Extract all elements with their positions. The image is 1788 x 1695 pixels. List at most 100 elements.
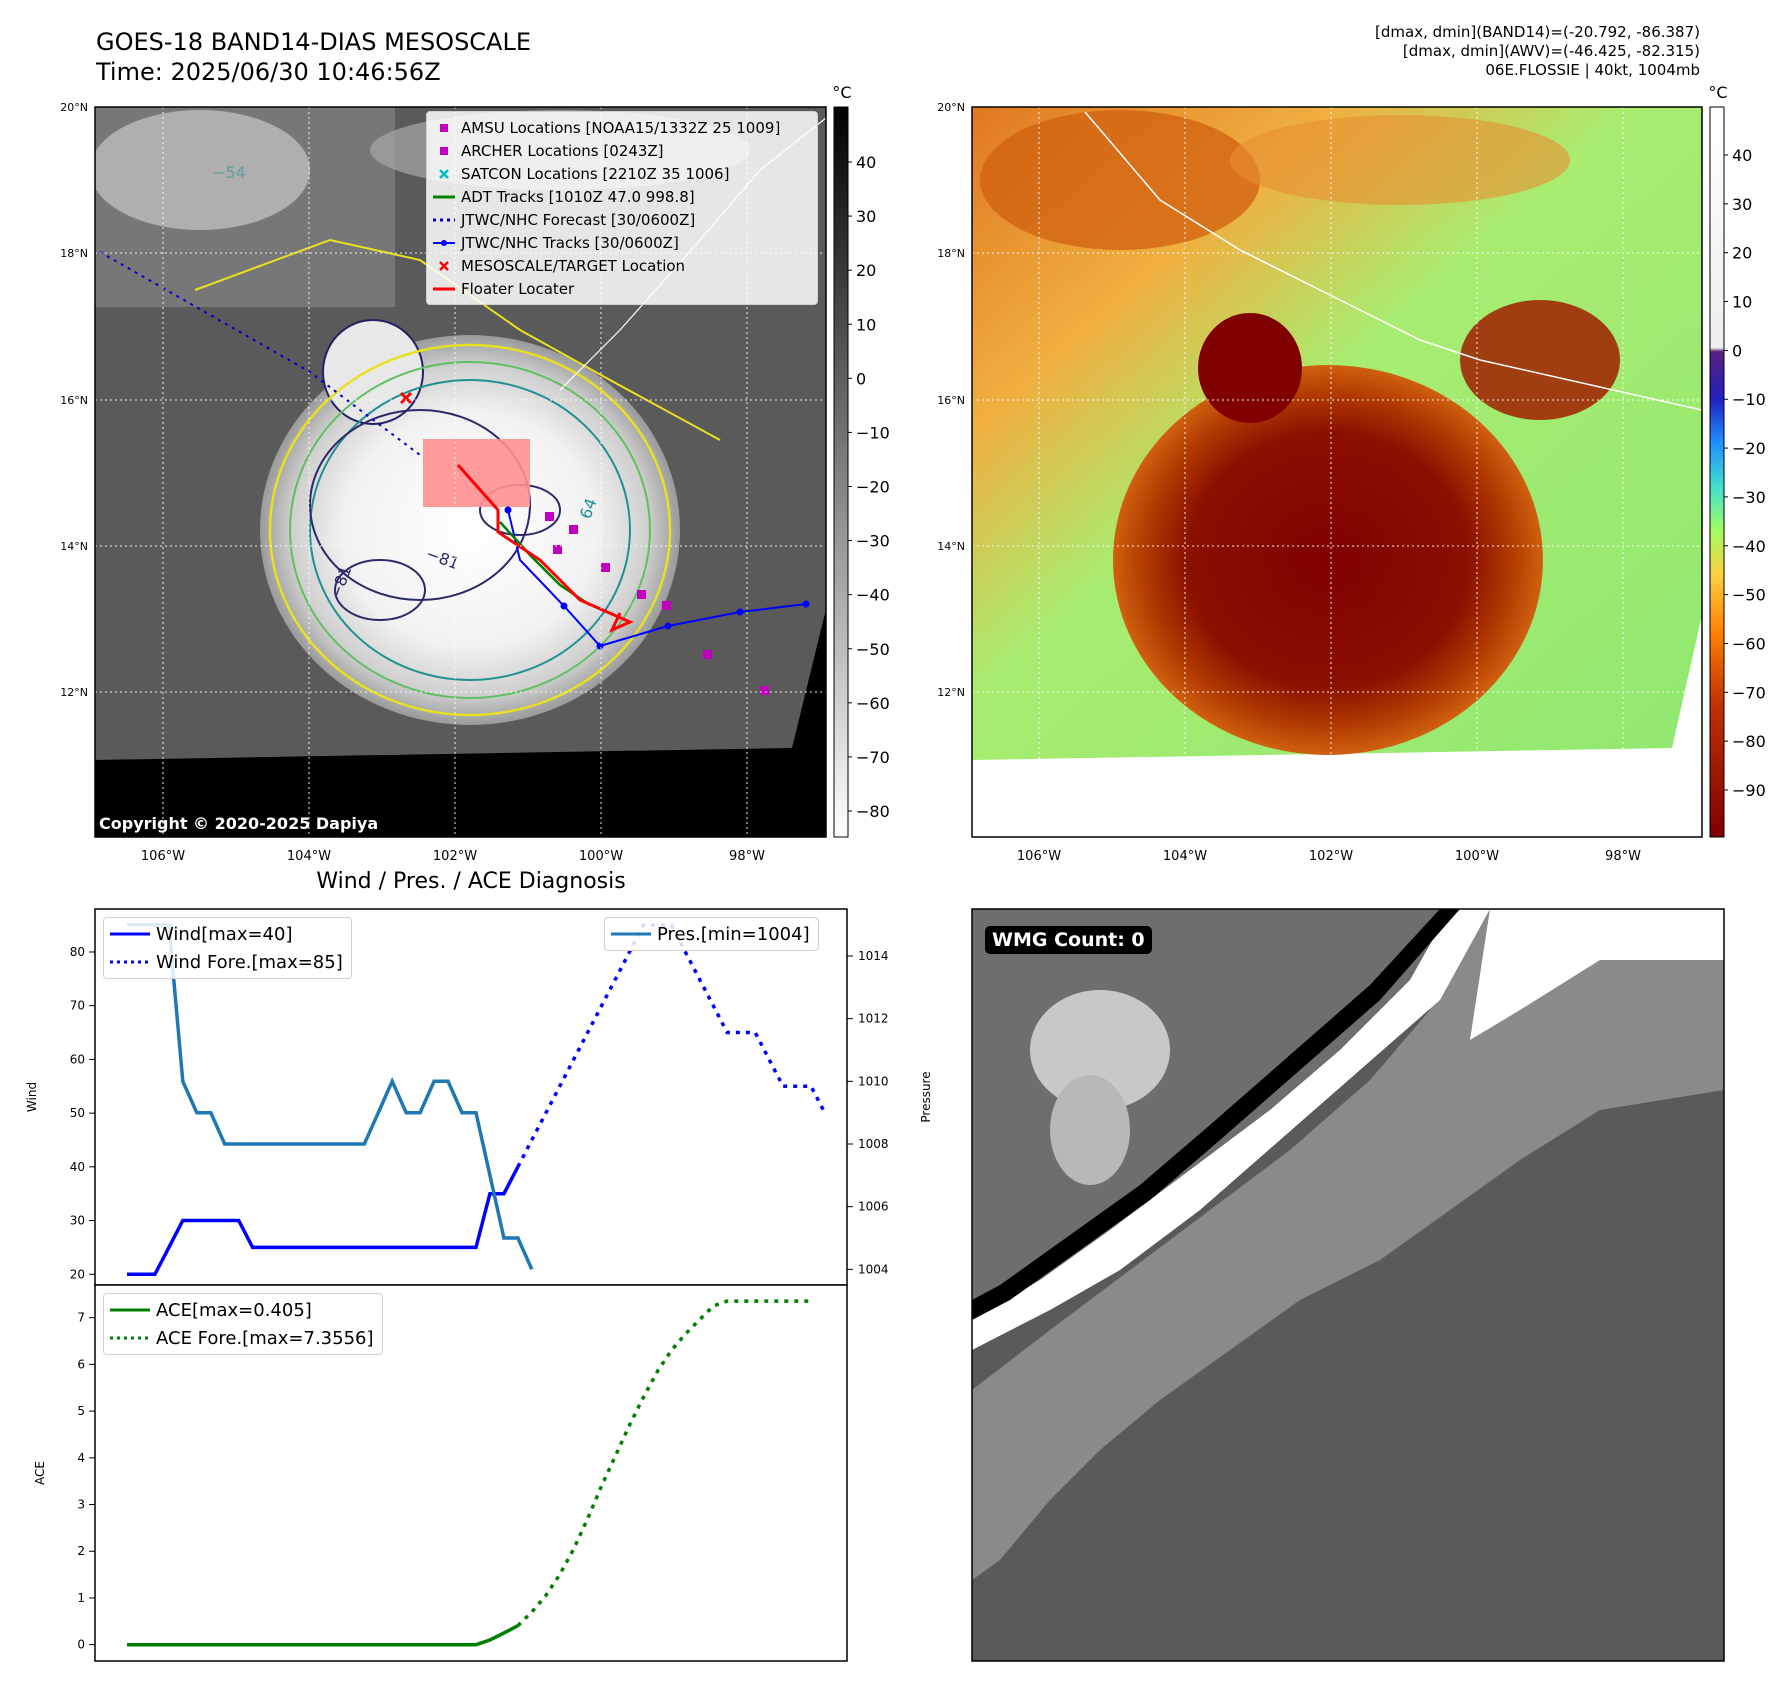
colorbar-awv-tick-label: −80	[1732, 732, 1766, 751]
awv-lat-label-18n: 18°N	[937, 247, 965, 260]
legend-label: JTWC/NHC Forecast [30/0600Z]	[461, 210, 696, 229]
legend-swatch	[433, 195, 455, 198]
lat-label-18n: 18°N	[60, 247, 88, 260]
figure-title-line1: GOES-18 BAND14-DIAS MESOSCALE	[96, 28, 532, 56]
lon-label-104w: 104°W	[287, 849, 331, 864]
map2-lon-labels: 106°W 104°W 102°W 100°W 98°W	[1017, 849, 1641, 864]
colorbar-gray-tick-label: −20	[856, 478, 890, 497]
colorbar-gray-tick-label: −30	[856, 532, 890, 551]
colorbar-awv-tick-label: −50	[1732, 586, 1766, 605]
legend-swatch	[439, 260, 449, 271]
awv-map-panel	[972, 107, 1702, 837]
forecast-track	[99, 251, 421, 456]
ace-ytick-label: 1	[77, 1591, 85, 1605]
pressure-ytick-label: 1006	[858, 1200, 889, 1214]
legend-item: MESOSCALE/TARGET Location	[427, 254, 817, 277]
contour-label-54: −54	[212, 163, 246, 182]
wind-ytick-label: 60	[70, 1052, 85, 1066]
colorbar-gray-ticks: 40 30 20 10 0 −10 −20 −30 −40 −50 −60 −70 −80	[848, 153, 890, 821]
legend-item: JTWC/NHC Tracks [30/0600Z]	[427, 231, 817, 254]
legend-item: JTWC/NHC Forecast [30/0600Z]	[427, 208, 817, 231]
legend-item: ACE Fore.[max=7.3556]	[104, 1324, 382, 1352]
awv-map-frame	[971, 106, 1703, 838]
pressure-ytick-label: 1010	[858, 1074, 889, 1088]
colorbar-awv-tick-label: −70	[1732, 683, 1766, 702]
chart-layer: 8070605040302010141012101010081006100476…	[25, 869, 933, 1652]
colorbar-awv-tick-label: −90	[1732, 781, 1766, 800]
wind-legend: Wind[max=40] Wind Fore.[max=85]	[103, 917, 352, 979]
copyright-banner: Copyright © 2020-2025 Dapiya	[99, 814, 379, 833]
ace-ytick-label: 3	[77, 1498, 85, 1512]
awv-lon-label-106w: 106°W	[1017, 849, 1061, 864]
ace-ytick-label: 4	[77, 1451, 85, 1465]
pressure-ytick-label: 1012	[858, 1012, 889, 1026]
legend-swatch	[433, 239, 455, 246]
ace-series-0	[127, 1624, 519, 1647]
ace-ytick-label: 7	[77, 1311, 85, 1325]
legend-swatch	[440, 146, 448, 155]
legend-label: ACE[max=0.405]	[156, 1299, 312, 1321]
colorbar-awv-tick-label: −60	[1732, 634, 1766, 653]
colorbar-gray-tick-label: −80	[856, 802, 890, 821]
legend-item: Wind Fore.[max=85]	[104, 948, 351, 976]
wmg-bright-patch	[1030, 990, 1170, 1110]
colorbar-gray-tick-label: 20	[856, 261, 876, 280]
legend-label: MESOSCALE/TARGET Location	[461, 256, 686, 275]
legend-swatch	[110, 932, 150, 936]
wmg-count-badge: WMG Count: 0	[985, 926, 1152, 954]
colorbar-gray-tick-label: −60	[856, 694, 890, 713]
awv-lon-label-100w: 100°W	[1455, 849, 1499, 864]
colorbar-awv-unit: °C	[1708, 83, 1727, 102]
colorbar-gray-tick-label: −50	[856, 640, 890, 659]
legend-swatch	[433, 287, 455, 290]
pressure-ytick-label: 1004	[858, 1262, 889, 1276]
wmg-black-band	[972, 909, 1460, 1320]
wind-ylabel: Wind	[25, 1082, 39, 1112]
wind-series-0	[127, 1165, 520, 1277]
legend-item: AMSU Locations [NOAA15/1332Z 25 1009]	[427, 116, 817, 139]
figure-title-line2: Time: 2025/06/30 10:46:56Z	[96, 58, 441, 86]
ace-ylabel: ACE	[33, 1461, 47, 1485]
wind-ytick-label: 20	[70, 1267, 85, 1281]
legend-swatch	[433, 218, 455, 221]
legend-label: ADT Tracks [1010Z 47.0 998.8]	[461, 187, 695, 206]
amsu-archer-markers	[545, 512, 769, 695]
colorbar-gray-tick-label: 40	[856, 153, 876, 172]
legend-label: SATCON Locations [2210Z 35 1006]	[461, 164, 730, 183]
awv-lon-label-104w: 104°W	[1163, 849, 1207, 864]
legend-swatch	[110, 960, 150, 964]
pressure-series-0	[127, 922, 534, 1271]
colorbar-gray	[833, 106, 849, 838]
legend-item: Pres.[min=1004]	[605, 920, 818, 948]
legend-label: ACE Fore.[max=7.3556]	[156, 1327, 374, 1349]
legend-swatch	[110, 1308, 150, 1312]
legend-swatch	[439, 168, 449, 179]
legend-label: ARCHER Locations [0243Z]	[461, 141, 664, 160]
info-line2: [dmax, dmin](AWV)=(-46.425, -82.315)	[1402, 42, 1700, 60]
colorbar-awv-tick-label: −30	[1732, 488, 1766, 507]
wind-ytick-label: 40	[70, 1160, 85, 1174]
storm-cloud-awv	[1113, 365, 1543, 755]
lat-label-12n: 12°N	[60, 686, 88, 699]
legend-label: JTWC/NHC Tracks [30/0600Z]	[461, 233, 679, 252]
target-marker	[399, 391, 413, 405]
ace-series-1	[516, 1299, 811, 1627]
colorbar-awv-tick-label: −10	[1732, 390, 1766, 409]
colorbar-gray-tick-label: −10	[856, 423, 890, 442]
legend-label: Wind[max=40]	[156, 923, 293, 945]
colorbar-awv-tick-label: 10	[1732, 293, 1752, 312]
pressure-ylabel: Pressure	[919, 1071, 933, 1122]
legend-label: AMSU Locations [NOAA15/1332Z 25 1009]	[461, 118, 781, 137]
colorbar-awv-tick-label: 40	[1732, 146, 1752, 165]
awv-lat-label-20n: 20°N	[937, 101, 965, 114]
info-line3: 06E.FLOSSIE | 40kt, 1004mb	[1485, 61, 1700, 79]
colorbar-awv-ticks: 40 30 20 10 0 −10 −20 −30 −40 −50 −60 −70 −80 −90	[1724, 146, 1766, 800]
wmg-panel	[972, 909, 1724, 1661]
ace-legend: ACE[max=0.405] ACE Fore.[max=7.3556]	[103, 1293, 383, 1355]
ir-map-frame	[94, 106, 827, 838]
legend-swatch	[440, 123, 448, 132]
colorbar-gray-tick-label: 30	[856, 207, 876, 226]
ace-ytick-label: 2	[77, 1544, 85, 1558]
colorbar-gray-tick-label: 10	[856, 315, 876, 334]
legend-swatch	[611, 932, 651, 936]
